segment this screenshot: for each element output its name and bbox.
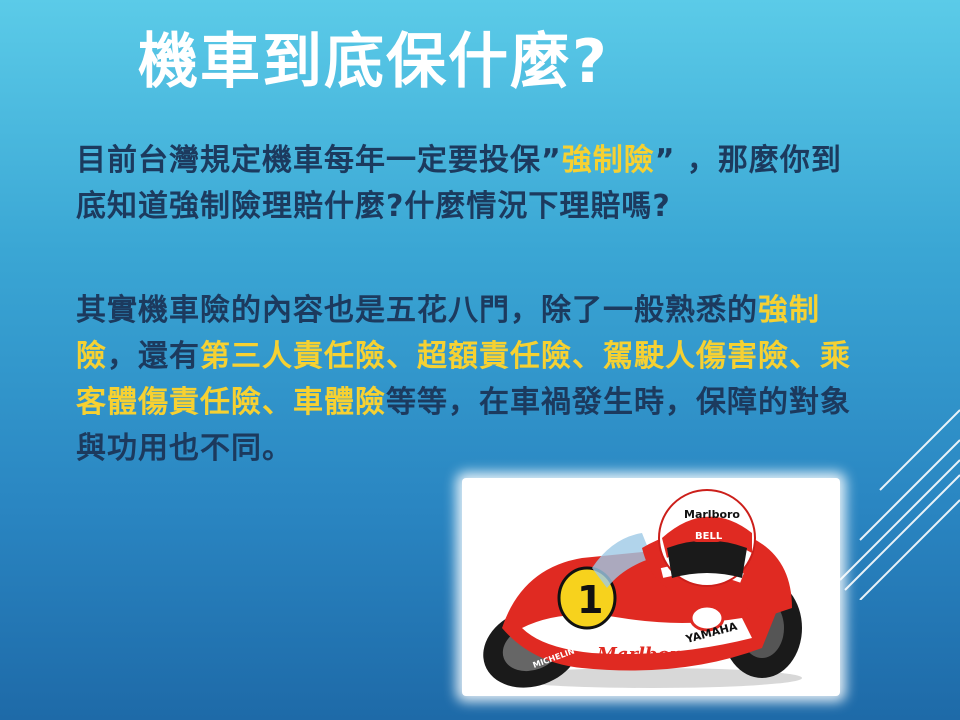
paragraph-2-text-3: 等等，在車禍發生時，保障的對象與功用也不同。	[76, 385, 851, 466]
paragraph-2-highlight-1: 強制險	[76, 293, 820, 374]
slide-title: 機車到底保什麼?	[138, 27, 609, 97]
paragraph-1-highlight: 強制險	[561, 143, 655, 178]
race-number: 1	[577, 578, 603, 622]
number-plate	[557, 566, 617, 630]
paragraph-2: 其實機車險的內容也是五花八門，除了一般熟悉的強制險，還有第三人責任險、超額責任險…	[76, 288, 866, 472]
helmet-brand-text: Marlboro	[684, 508, 740, 521]
paragraph-2-text-1: 其實機車險的內容也是五花八門，除了一般熟悉的	[76, 293, 758, 328]
windscreen	[592, 533, 652, 588]
fairing-brand-text: Marlboro	[596, 644, 691, 665]
paragraph-1-text: 目前台灣規定機車每年一定要投保”	[76, 143, 562, 178]
motorcycle-illustration: 1 Marlboro BELL YAMAHA Marlboro MICHELIN	[483, 489, 802, 688]
ground-shadow	[502, 668, 802, 688]
paragraph-2-highlight-2: 第三人責任險、超額責任險、駕駛人傷害險、乘客體傷責任險、車體險	[76, 339, 851, 420]
helmet-label-text: BELL	[695, 531, 723, 542]
helmet-label-badge	[690, 528, 724, 542]
paragraph-1-text-after: ” ，那麼你到底知道強制險理賠什麼?什麼情況下理賠嗎?	[76, 143, 842, 224]
helmet-visor	[667, 540, 747, 578]
rider-glove	[689, 604, 725, 632]
paragraph-1: 目前台灣規定機車每年一定要投保”強制險” ，那麼你到底知道強制險理賠什麼?什麼情…	[76, 138, 866, 230]
paragraph-2-text-2: ，還有	[107, 339, 200, 374]
motorcycle-racer-image: 1 Marlboro BELL YAMAHA Marlboro MICHELIN	[462, 478, 840, 696]
decorative-lines	[839, 409, 960, 600]
